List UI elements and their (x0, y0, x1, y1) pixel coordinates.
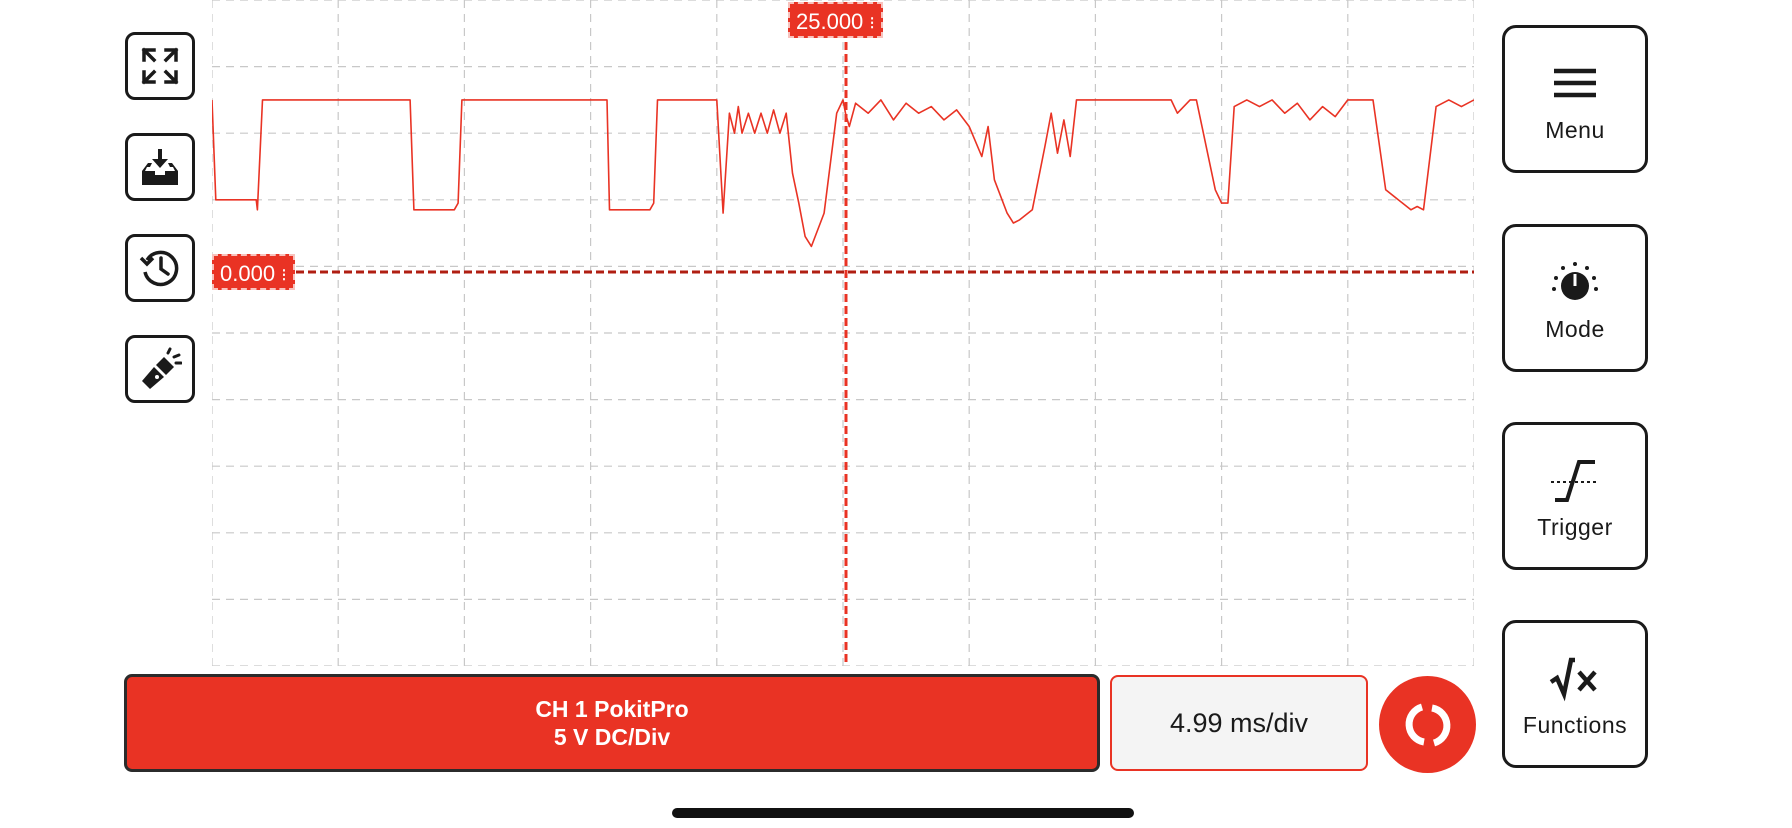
menu-button[interactable]: Menu (1502, 25, 1648, 173)
trigger-edge-icon (1551, 459, 1599, 502)
history-clock-icon (139, 250, 179, 287)
timebase-button[interactable]: 4.99 ms/div (1110, 675, 1368, 771)
timebase-value: 4.99 ms/div (1169, 707, 1309, 738)
run-stop-button[interactable] (1379, 676, 1476, 773)
download-button[interactable] (125, 133, 195, 201)
channel-1-trace (211, 99, 1475, 248)
mode-dial-icon (1552, 261, 1598, 300)
inbox-download-icon (142, 149, 178, 185)
mode-button[interactable]: Mode (1502, 224, 1648, 372)
drag-handle-icon: ⁝ (281, 265, 287, 285)
hamburger-menu-icon (1554, 68, 1596, 97)
drag-handle-icon: ⁝ (869, 13, 876, 33)
functions-button[interactable]: Functions (1502, 620, 1648, 768)
scope-display[interactable]: 25.000 ⁝ 0.000 ⁝ (211, 0, 1475, 667)
history-button[interactable] (125, 234, 195, 302)
trigger-label: Trigger (1537, 513, 1613, 540)
menu-label: Menu (1545, 116, 1605, 143)
mode-label: Mode (1545, 315, 1605, 342)
channel-1-settings-button[interactable]: CH 1 PokitPro 5 V DC/Div (124, 674, 1100, 772)
scope-plot (211, 0, 1475, 667)
trigger-time-value: 25.000 (796, 9, 864, 34)
fullscreen-button[interactable] (125, 32, 195, 100)
flashlight-button[interactable] (125, 335, 195, 403)
channel-name: CH 1 PokitPro (535, 696, 689, 722)
home-indicator (672, 808, 1134, 818)
sqrt-x-icon (1549, 657, 1597, 701)
trigger-level-value: 0.000 (220, 261, 276, 286)
trigger-button[interactable]: Trigger (1502, 422, 1648, 570)
functions-label: Functions (1522, 711, 1628, 738)
trigger-time-marker[interactable]: 25.000 ⁝ (788, 2, 884, 38)
expand-arrows-icon (141, 47, 179, 85)
trigger-level-marker[interactable]: 0.000 ⁝ (212, 254, 295, 290)
channel-scale: 5 V DC/Div (553, 724, 671, 750)
flashlight-icon (142, 347, 182, 389)
run-stop-icon (1405, 703, 1450, 746)
